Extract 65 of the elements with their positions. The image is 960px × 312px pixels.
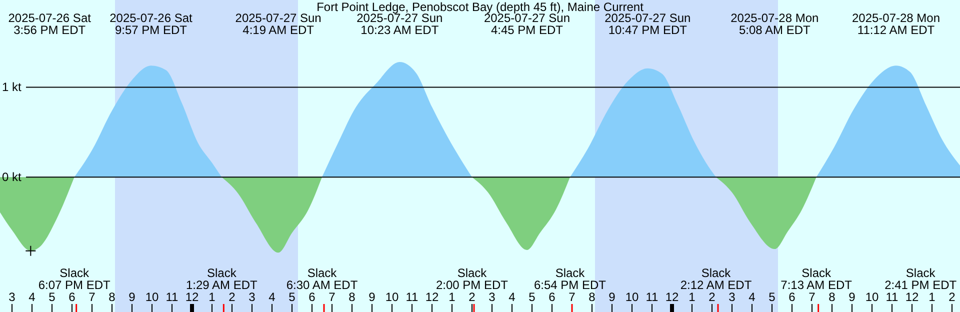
- annotation: Slack 1:29 AM EDT: [186, 266, 258, 292]
- x-tick-label: 6: [548, 290, 556, 304]
- x-tick-label: 10: [625, 290, 639, 304]
- annotation: Slack 2:00 PM EDT: [436, 266, 509, 292]
- x-tick-label: 9: [608, 290, 616, 304]
- x-tick-label: 4: [508, 290, 516, 304]
- x-tick-label: 10: [385, 290, 399, 304]
- x-tick-label: 11: [886, 290, 899, 304]
- x-tick-label: 12: [905, 290, 919, 304]
- x-tick-label: 1: [688, 290, 696, 304]
- x-tick-label: 9: [128, 290, 136, 304]
- x-tick-label: 3: [248, 290, 256, 304]
- x-tick-label: 12: [425, 290, 439, 304]
- x-tick-label: 5: [48, 290, 56, 304]
- x-tick-label: 9: [848, 290, 856, 304]
- x-tick-label: 4: [268, 290, 276, 304]
- x-tick-label: 8: [588, 290, 596, 304]
- x-tick-label: 3: [728, 290, 736, 304]
- x-tick-label: 12: [185, 290, 199, 304]
- x-tick-label: 2: [948, 290, 956, 304]
- x-tick-label: 5: [528, 290, 536, 304]
- y-tick-label: 1 kt: [2, 80, 22, 94]
- x-tick-label: 1: [448, 290, 456, 304]
- x-tick-label: 6: [308, 290, 316, 304]
- x-tick-label: 4: [748, 290, 756, 304]
- x-tick-label: 11: [166, 290, 179, 304]
- x-tick-label: 1: [928, 290, 936, 304]
- x-tick-label: 11: [646, 290, 659, 304]
- annotation: 2025-07-27 Sun 4:19 AM EDT: [235, 11, 322, 37]
- x-tick-label: 4: [28, 290, 36, 304]
- x-tick-label: 7: [328, 290, 336, 304]
- x-tick-label: 5: [768, 290, 776, 304]
- annotation: Slack 6:30 AM EDT: [286, 266, 358, 292]
- x-tick-label: 10: [145, 290, 159, 304]
- annotation: Slack 7:13 AM EDT: [780, 266, 853, 292]
- x-tick-label: 6: [788, 290, 796, 304]
- x-tick-label: 2: [228, 290, 236, 304]
- x-tick-label: 1: [208, 290, 216, 304]
- x-tick-label: 11: [406, 290, 419, 304]
- annotation: Slack 2:41 PM EDT: [884, 266, 958, 292]
- x-tick-label: 5: [288, 290, 296, 304]
- x-tick-label: 7: [808, 290, 816, 304]
- annotation: 2025-07-26 Sat 9:57 PM EDT: [110, 11, 194, 37]
- x-tick-label: 7: [88, 290, 96, 304]
- annotation: 2025-07-26 Sat 3:56 PM EDT: [8, 11, 92, 37]
- annotation: 2025-07-27 Sun 10:47 PM EDT: [604, 11, 691, 37]
- x-tick-label: 12: [665, 290, 679, 304]
- y-tick-label: 0 kt: [2, 170, 22, 184]
- x-tick-label: 8: [828, 290, 836, 304]
- x-tick-label: 6: [68, 290, 76, 304]
- x-tick-label: 9: [368, 290, 376, 304]
- annotation: 2025-07-28 Mon 5:08 AM EDT: [730, 11, 819, 37]
- x-tick-label: 8: [348, 290, 356, 304]
- x-tick-label: 2: [468, 290, 476, 304]
- chart-title: Fort Point Ledge, Penobscot Bay (depth 45 ft), Maine Current: [316, 0, 644, 14]
- annotation: Slack 2:12 AM EDT: [680, 266, 752, 292]
- x-tick-label: 3: [8, 290, 16, 304]
- x-tick-label: 2: [708, 290, 716, 304]
- x-tick-label: 8: [108, 290, 116, 304]
- annotation: Slack 6:54 PM EDT: [534, 266, 607, 292]
- annotation: Slack 6:07 PM EDT: [38, 266, 112, 292]
- x-tick-label: 3: [488, 290, 496, 304]
- annotation: 2025-07-28 Mon 11:12 AM EDT: [852, 11, 940, 37]
- x-tick-label: 10: [865, 290, 879, 304]
- x-tick-label: 7: [568, 290, 576, 304]
